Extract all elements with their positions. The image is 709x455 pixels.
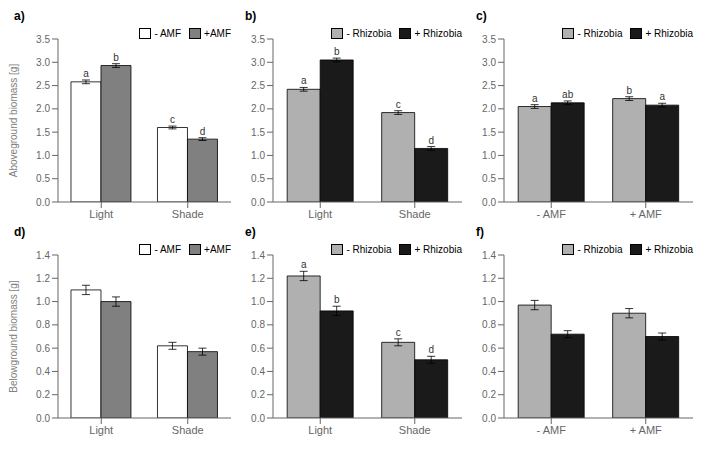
svg-text:d: d [428, 344, 434, 355]
svg-text:3.5: 3.5 [482, 34, 496, 45]
svg-text:ab: ab [562, 89, 574, 100]
svg-text:0.5: 0.5 [251, 173, 265, 184]
html-text:- Rhizobia: - Rhizobia [577, 28, 623, 39]
svg-text:0.5: 0.5 [482, 173, 496, 184]
svg-text:1.4: 1.4 [36, 250, 50, 261]
svg-text:0.5: 0.5 [36, 173, 50, 184]
svg-text:- AMF: - AMF [537, 208, 567, 220]
html-text:- Rhizobia: - Rhizobia [346, 244, 392, 255]
svg-text:Aboveground biomass [g]: Aboveground biomass [g] [8, 64, 19, 178]
svg-text:1.5: 1.5 [251, 127, 265, 138]
svg-text:b: b [334, 294, 340, 305]
svg-text:d: d [200, 126, 206, 137]
svg-text:0.2: 0.2 [251, 389, 265, 400]
html-text:a): a) [14, 9, 25, 23]
svg-text:0.2: 0.2 [36, 389, 50, 400]
html-text:d): d) [14, 225, 26, 239]
svg-text:2.5: 2.5 [251, 80, 265, 91]
svg-text:0.2: 0.2 [482, 389, 496, 400]
svg-text:1.2: 1.2 [251, 273, 265, 284]
html-text:b): b) [245, 9, 257, 23]
svg-text:b: b [334, 46, 340, 57]
html-text:- Rhizobia: - Rhizobia [577, 244, 623, 255]
html-text:+AMF: +AMF [204, 244, 231, 255]
svg-text:- AMF: - AMF [537, 424, 567, 436]
svg-text:1.4: 1.4 [251, 250, 265, 261]
svg-text:3.5: 3.5 [251, 34, 265, 45]
html-text:+ Rhizobia: + Rhizobia [645, 28, 693, 39]
svg-text:+ AMF: + AMF [630, 208, 662, 220]
svg-text:0.6: 0.6 [251, 343, 265, 354]
svg-text:2.5: 2.5 [36, 80, 50, 91]
svg-text:c: c [170, 114, 175, 125]
svg-text:1.0: 1.0 [36, 296, 50, 307]
svg-text:Light: Light [89, 424, 113, 436]
svg-text:a: a [659, 91, 665, 102]
svg-text:a: a [83, 68, 89, 79]
html-text:e): e) [245, 225, 256, 239]
svg-text:+ AMF: + AMF [630, 424, 662, 436]
svg-text:1.0: 1.0 [482, 150, 496, 161]
svg-text:a: a [532, 93, 538, 104]
svg-text:Light: Light [89, 208, 113, 220]
svg-text:0.0: 0.0 [36, 413, 50, 424]
svg-text:a: a [301, 259, 307, 270]
html-text:f): f) [476, 225, 484, 239]
svg-text:Shade: Shade [399, 208, 431, 220]
svg-text:Shade: Shade [399, 424, 431, 436]
svg-text:d: d [428, 135, 434, 146]
html-text:c): c) [476, 9, 487, 23]
svg-text:0.6: 0.6 [482, 343, 496, 354]
svg-text:1.0: 1.0 [36, 150, 50, 161]
svg-text:Shade: Shade [172, 208, 204, 220]
svg-text:Light: Light [308, 424, 332, 436]
html-text:+AMF: +AMF [204, 28, 231, 39]
svg-text:0.8: 0.8 [251, 319, 265, 330]
svg-text:Shade: Shade [172, 424, 204, 436]
svg-text:0.6: 0.6 [36, 343, 50, 354]
svg-text:1.5: 1.5 [36, 127, 50, 138]
svg-text:a: a [301, 75, 307, 86]
html-text:- AMF: - AMF [154, 28, 181, 39]
svg-text:0.0: 0.0 [36, 197, 50, 208]
svg-text:3.0: 3.0 [482, 57, 496, 68]
html-text:- AMF: - AMF [154, 244, 181, 255]
svg-text:0.8: 0.8 [482, 319, 496, 330]
svg-text:1.0: 1.0 [251, 296, 265, 307]
svg-text:c: c [396, 327, 401, 338]
svg-text:1.4: 1.4 [482, 250, 496, 261]
svg-text:3.0: 3.0 [251, 57, 265, 68]
svg-text:1.5: 1.5 [482, 127, 496, 138]
html-text:+ Rhizobia: + Rhizobia [414, 28, 462, 39]
svg-text:0.0: 0.0 [482, 197, 496, 208]
svg-text:b: b [626, 85, 632, 96]
svg-text:Belowground biomass [g]: Belowground biomass [g] [8, 280, 19, 393]
svg-text:2.0: 2.0 [482, 103, 496, 114]
svg-text:2.0: 2.0 [36, 103, 50, 114]
svg-text:1.0: 1.0 [251, 150, 265, 161]
svg-text:0.0: 0.0 [482, 413, 496, 424]
svg-text:b: b [113, 52, 119, 63]
svg-text:0.0: 0.0 [251, 413, 265, 424]
html-text:- Rhizobia: - Rhizobia [346, 28, 392, 39]
svg-text:Light: Light [308, 208, 332, 220]
svg-text:1.2: 1.2 [482, 273, 496, 284]
svg-text:0.4: 0.4 [251, 366, 265, 377]
svg-text:0.8: 0.8 [36, 319, 50, 330]
svg-text:1.0: 1.0 [482, 296, 496, 307]
svg-text:0.0: 0.0 [251, 197, 265, 208]
svg-text:3.5: 3.5 [36, 34, 50, 45]
svg-text:2.5: 2.5 [482, 80, 496, 91]
svg-text:2.0: 2.0 [251, 103, 265, 114]
svg-text:3.0: 3.0 [36, 57, 50, 68]
html-text:+ Rhizobia: + Rhizobia [414, 244, 462, 255]
svg-text:0.4: 0.4 [482, 366, 496, 377]
svg-text:1.2: 1.2 [36, 273, 50, 284]
svg-text:c: c [396, 99, 401, 110]
html-text:+ Rhizobia: + Rhizobia [645, 244, 693, 255]
svg-text:0.4: 0.4 [36, 366, 50, 377]
